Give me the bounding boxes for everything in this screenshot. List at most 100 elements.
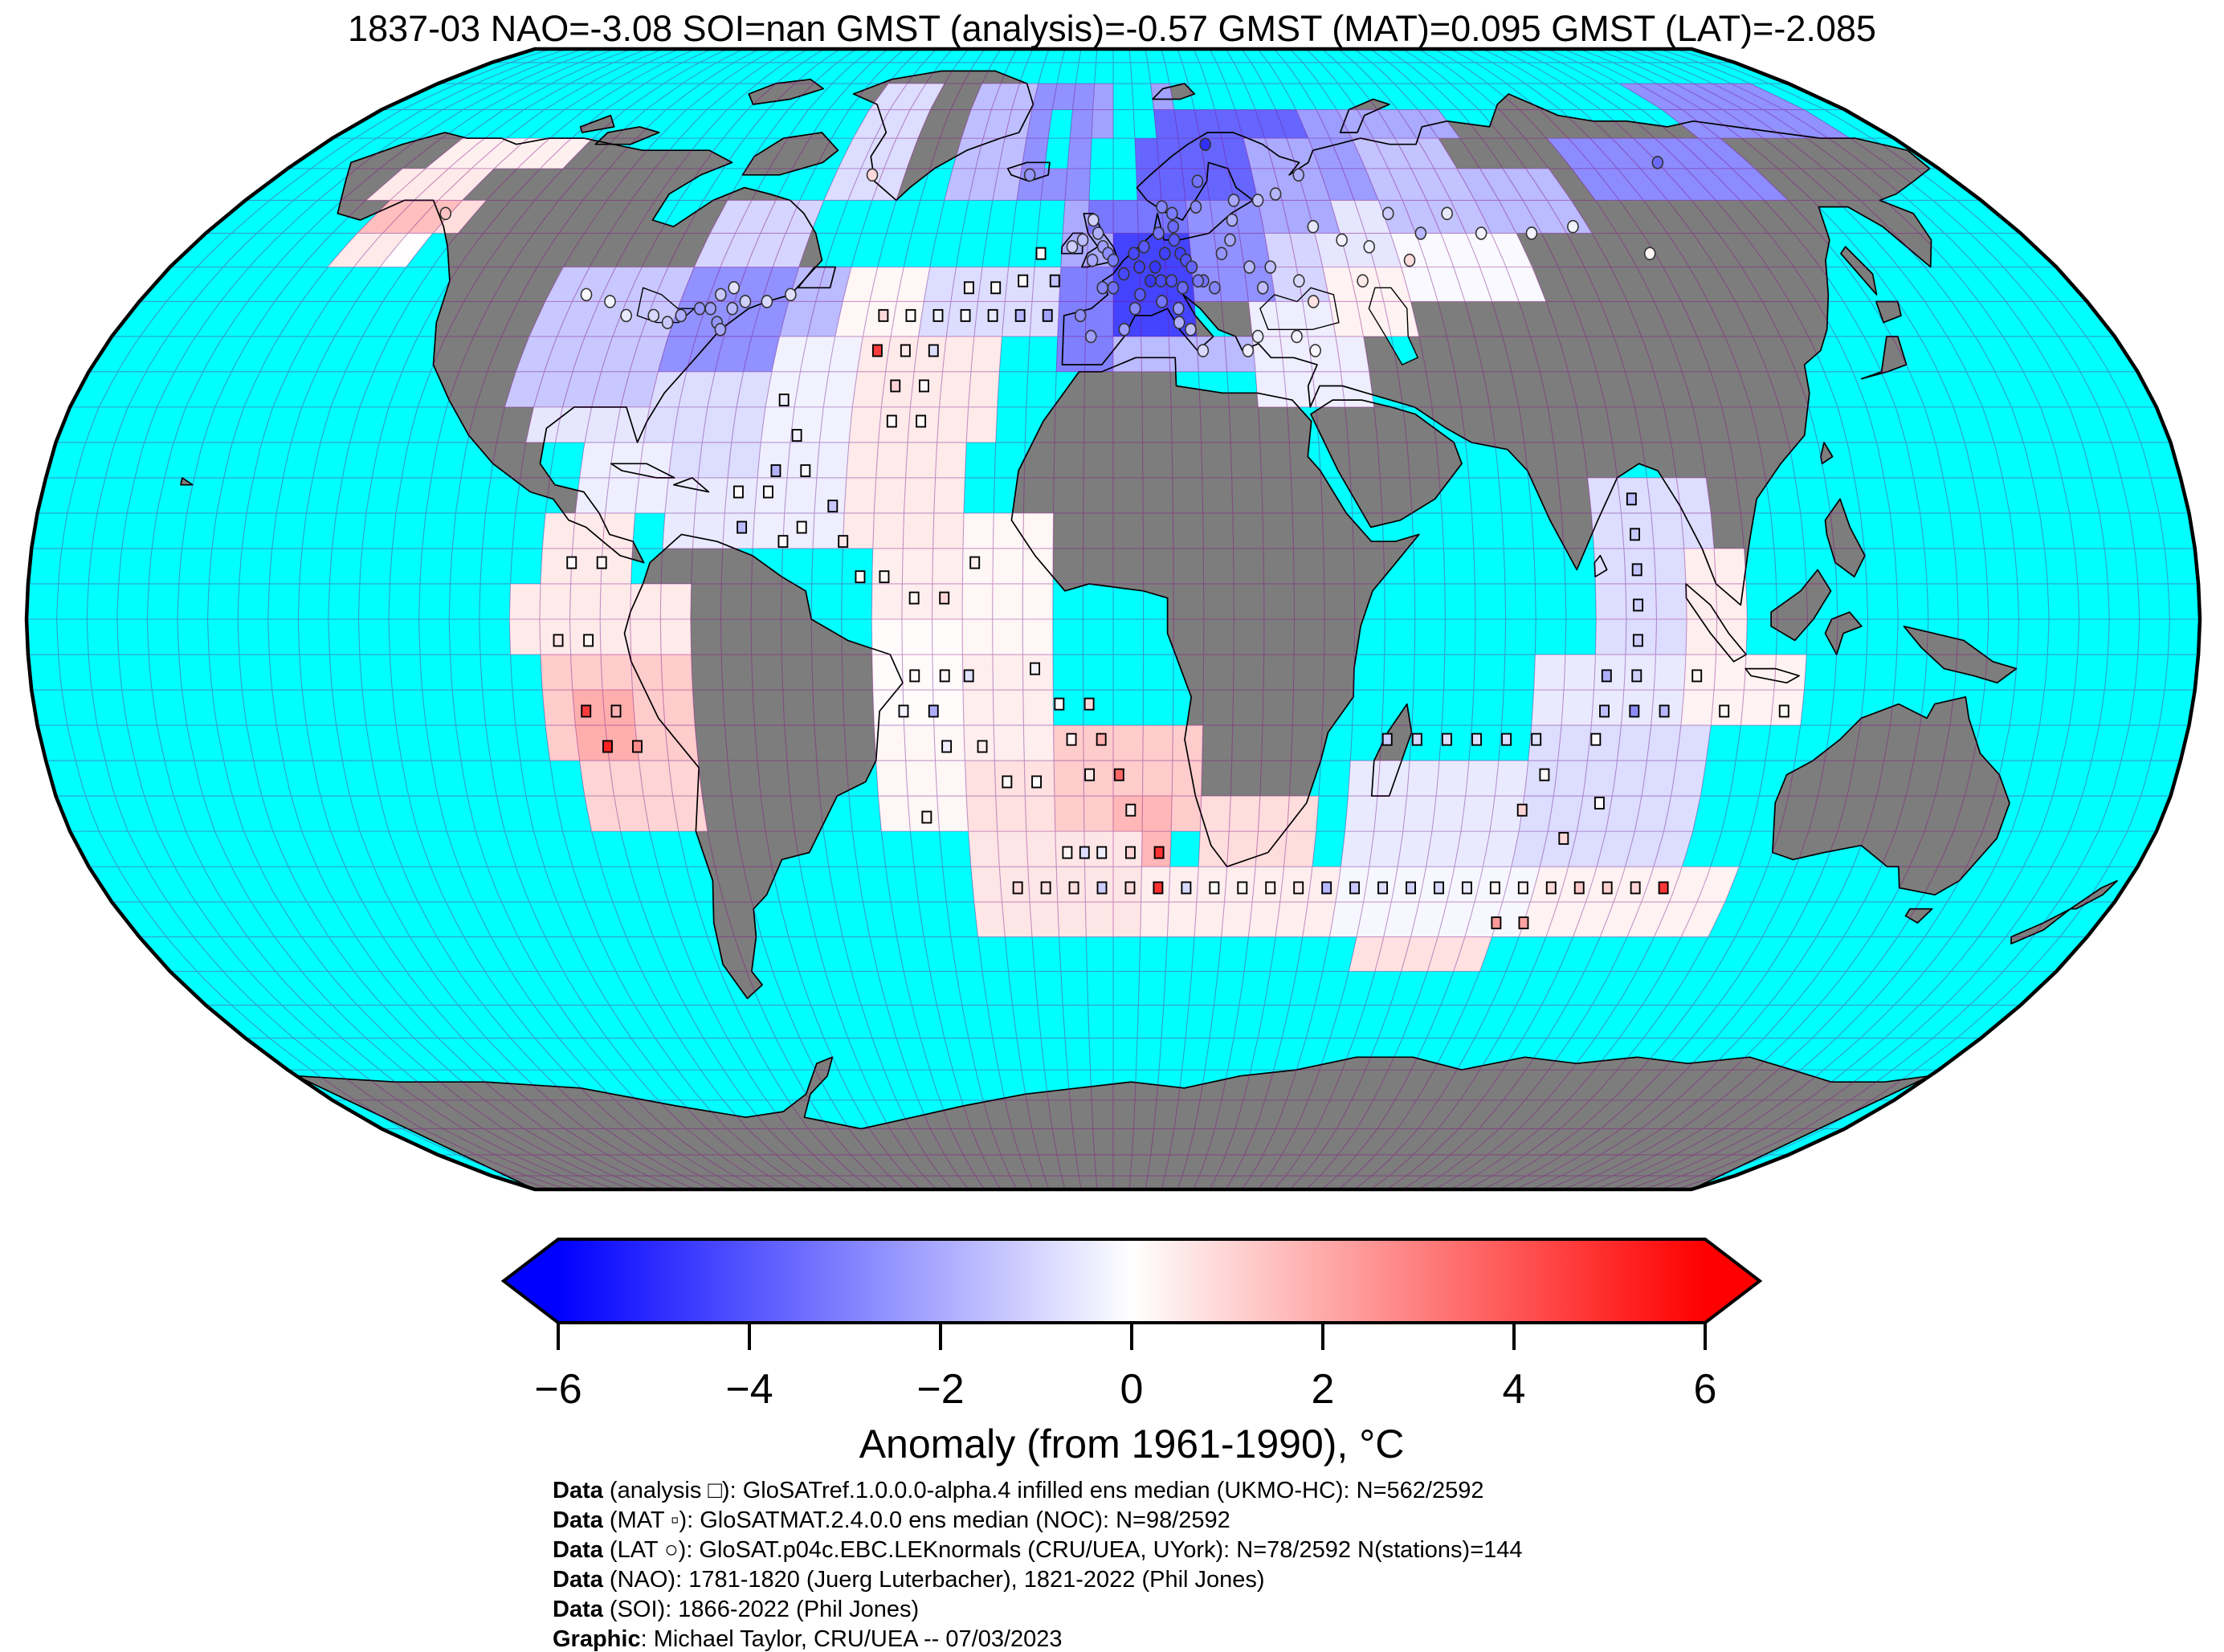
- grid-cell: [1573, 902, 1614, 937]
- coastline-new_guinea: [1903, 625, 2018, 684]
- grid-cell: [1465, 761, 1499, 797]
- grid-cell: [1499, 200, 1542, 234]
- grid-cell: [1634, 138, 1687, 169]
- grid-cell: [751, 301, 789, 337]
- colorbar-gradient: [558, 1239, 1705, 1323]
- meridian-line: [1610, 49, 2050, 1189]
- lat-marker: [1381, 206, 1394, 221]
- grid-cell: [992, 584, 1023, 619]
- lat-marker: [1185, 260, 1198, 274]
- coastline-hokkaido: [1875, 300, 1902, 324]
- coastline-sri_lanka: [1594, 554, 1608, 578]
- coastline-philippines: [1824, 498, 1866, 578]
- meridian-line: [1514, 49, 1869, 1189]
- meridian-line: [237, 49, 648, 1189]
- grid-cell: [812, 512, 845, 549]
- grid-cell: [1694, 84, 1764, 110]
- mat-marker: [963, 669, 974, 683]
- grid-cell: [1671, 761, 1707, 797]
- grid-cell: [584, 406, 621, 443]
- grid-cell: [1716, 584, 1748, 619]
- meridian-line: [569, 49, 825, 1189]
- grid-cell: [973, 902, 1006, 937]
- mat-marker: [777, 535, 789, 549]
- grid-cell: [1569, 138, 1618, 169]
- lat-marker: [1155, 274, 1167, 288]
- lat-marker: [1307, 219, 1320, 234]
- mat-marker: [1406, 881, 1416, 895]
- lat-marker: [1227, 194, 1240, 207]
- grid-cell: [993, 512, 1024, 549]
- grid-cell: [540, 655, 573, 690]
- lat-marker: [1293, 274, 1305, 288]
- grid-cell: [1167, 902, 1197, 937]
- grid-cell: [509, 619, 541, 655]
- grid-cell: [1388, 168, 1427, 201]
- grid-cell: [1005, 109, 1032, 139]
- grid-cell: [746, 233, 786, 267]
- grid-cell: [1085, 301, 1113, 337]
- mat-marker: [1518, 916, 1529, 930]
- grid-cell: [1655, 584, 1687, 619]
- grid-cell: [875, 442, 908, 478]
- meridian-line: [1305, 49, 1476, 1189]
- lat-marker: [1133, 260, 1145, 274]
- lat-marker: [1643, 247, 1656, 260]
- mat-marker: [1062, 846, 1073, 859]
- mat-marker: [1113, 768, 1124, 781]
- grid-cell: [937, 406, 969, 443]
- mat-marker: [916, 414, 927, 428]
- lat-marker: [1173, 316, 1185, 329]
- lat-marker: [1243, 260, 1255, 274]
- grid-cell: [379, 233, 433, 267]
- colorbar-tick-label: 0: [1120, 1366, 1144, 1413]
- grid-cell: [678, 371, 715, 407]
- grid-cell: [579, 761, 614, 797]
- mat-marker: [732, 485, 744, 499]
- lake-outline-black_sea: [1259, 287, 1340, 330]
- grid-cell: [962, 584, 993, 619]
- mat-marker: [1659, 704, 1670, 718]
- lat-marker: [1149, 260, 1161, 274]
- mat-marker: [1124, 881, 1136, 895]
- lat-marker: [1172, 301, 1185, 316]
- meridian-line: [1273, 49, 1416, 1189]
- grid-cell: [1572, 168, 1620, 201]
- grid-cell: [540, 138, 593, 169]
- grid-cell: [390, 168, 448, 201]
- mat-marker: [1153, 881, 1164, 895]
- coastline-antarctica: [296, 1056, 1931, 1189]
- mat-marker: [1124, 846, 1136, 859]
- grid-cell: [1296, 109, 1331, 139]
- lat-marker: [1192, 274, 1205, 288]
- meridian-line: [418, 49, 745, 1189]
- lat-marker: [1475, 226, 1487, 240]
- lat-marker: [1117, 267, 1130, 281]
- landmass-africa: [1011, 357, 1419, 867]
- grid-cell: [1732, 168, 1789, 201]
- grid-cell: [1369, 831, 1403, 867]
- grid-cell: [1169, 337, 1199, 372]
- grid-cell: [823, 371, 858, 407]
- lat-marker: [714, 322, 727, 337]
- grid-cell: [1342, 168, 1379, 201]
- lat-marker: [1153, 226, 1165, 240]
- lat-marker: [1086, 253, 1099, 267]
- grid-cell: [901, 619, 932, 655]
- grid-cell: [961, 109, 992, 139]
- grid-cell: [662, 512, 696, 549]
- meridian-line: [1321, 49, 1507, 1189]
- annotation-line-nao: Data (NAO): 1781-1820 (Juerg Luterbacher…: [553, 1565, 1523, 1595]
- grid-cell: [843, 267, 878, 302]
- lat-marker: [726, 301, 739, 316]
- lat-marker: [1251, 194, 1264, 207]
- grid-cell: [1025, 796, 1055, 832]
- grid-cell: [728, 442, 761, 478]
- grid-cell: [1647, 477, 1681, 513]
- lat-marker: [1023, 168, 1036, 182]
- grid-cell: [994, 725, 1025, 761]
- grid-cell: [1681, 902, 1725, 937]
- mat-marker: [1626, 492, 1637, 506]
- grid-cell: [1557, 725, 1592, 761]
